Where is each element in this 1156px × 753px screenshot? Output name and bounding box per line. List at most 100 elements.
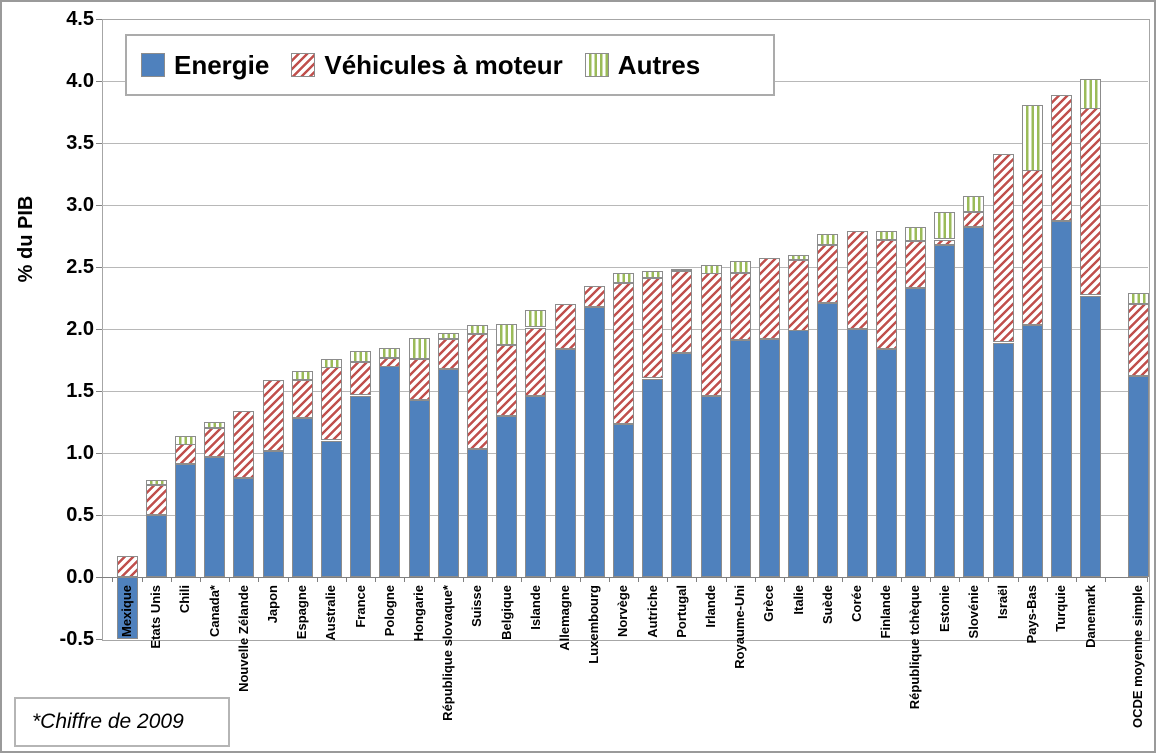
legend-label-energie: Energie bbox=[174, 49, 270, 80]
bar-segment-vehicules bbox=[905, 241, 926, 288]
bar-segment-vehicules bbox=[642, 278, 663, 378]
bar-segment-energie bbox=[1080, 296, 1101, 577]
y-tick-label: 0.0 bbox=[66, 566, 94, 588]
plot-border bbox=[102, 19, 1150, 641]
y-axis-tick bbox=[96, 515, 102, 516]
bar-segment-energie bbox=[263, 451, 284, 577]
bar-segment-energie bbox=[321, 441, 342, 577]
bar-segment-autres bbox=[1080, 79, 1101, 109]
footnote: *Chiffre de 2009 bbox=[14, 697, 230, 747]
x-axis-tick bbox=[550, 577, 551, 582]
x-category-label: Turquie bbox=[1053, 585, 1068, 632]
x-category-label: Suède bbox=[820, 585, 835, 625]
bar-segment-vehicules bbox=[759, 258, 780, 339]
bar-segment-vehicules bbox=[993, 154, 1014, 342]
x-category-label: Luxembourg bbox=[586, 585, 601, 664]
bar-segment-energie bbox=[233, 478, 254, 577]
bar-segment-autres bbox=[175, 436, 196, 445]
bar-segment-energie bbox=[876, 349, 897, 577]
gridline bbox=[102, 205, 1148, 206]
x-category-label: Espagne bbox=[294, 585, 309, 640]
bar-segment-energie bbox=[642, 379, 663, 577]
legend-item-vehicules: Véhicules à moteur bbox=[291, 50, 563, 81]
gridline bbox=[102, 143, 1148, 144]
legend: Energie Véhicules à moteur Autres bbox=[125, 34, 775, 96]
x-category-label: Islande bbox=[528, 585, 543, 630]
bar-segment-autres bbox=[701, 265, 722, 274]
bar-segment-autres bbox=[350, 351, 371, 362]
x-category-label: Autriche bbox=[645, 585, 660, 638]
y-axis-tick bbox=[96, 577, 102, 578]
bar-segment-autres bbox=[292, 371, 313, 380]
bar-segment-autres bbox=[730, 261, 751, 273]
vehicules-swatch-icon bbox=[291, 53, 316, 77]
bar-segment-vehicules bbox=[934, 240, 955, 245]
x-category-label: France bbox=[353, 585, 368, 628]
bar-segment-energie bbox=[584, 307, 605, 577]
bar-segment-energie bbox=[817, 303, 838, 577]
y-tick-label: 2.0 bbox=[66, 318, 94, 340]
bar-segment-energie bbox=[555, 349, 576, 577]
x-axis-tick bbox=[842, 577, 843, 582]
bar-segment-vehicules bbox=[1051, 95, 1072, 221]
x-category-label: Pologne bbox=[382, 585, 397, 637]
y-axis-tick bbox=[96, 453, 102, 454]
bar-segment-vehicules bbox=[496, 345, 517, 416]
bar-segment-vehicules bbox=[847, 231, 868, 329]
x-category-label: Australie bbox=[323, 585, 338, 641]
x-category-label: Corée bbox=[849, 585, 864, 622]
y-axis-tick bbox=[96, 143, 102, 144]
x-category-label: Hongarie bbox=[411, 585, 426, 642]
x-axis-tick bbox=[142, 577, 143, 582]
x-category-label: République tchèque bbox=[907, 585, 922, 710]
x-axis-tick bbox=[1047, 577, 1048, 582]
x-category-label: Portugal bbox=[674, 585, 689, 638]
x-axis-tick bbox=[258, 577, 259, 582]
bar-segment-energie bbox=[905, 288, 926, 577]
y-tick-label: 2.5 bbox=[66, 256, 94, 278]
bar-segment-energie bbox=[117, 577, 138, 639]
x-category-label: Japon bbox=[265, 585, 280, 624]
bar-segment-autres bbox=[613, 273, 634, 283]
y-tick-label: 0.5 bbox=[66, 504, 94, 526]
bar-segment-autres bbox=[642, 271, 663, 278]
bar-segment-energie bbox=[175, 464, 196, 577]
x-category-label: Pays-Bas bbox=[1024, 585, 1039, 644]
x-category-label: Slovénie bbox=[966, 585, 981, 639]
x-axis-tick bbox=[229, 577, 230, 582]
bar-segment-energie bbox=[847, 329, 868, 577]
x-axis-tick bbox=[930, 577, 931, 582]
bar-segment-autres bbox=[146, 480, 167, 485]
bar-segment-vehicules bbox=[701, 273, 722, 396]
bar-segment-vehicules bbox=[175, 444, 196, 464]
x-axis-tick bbox=[317, 577, 318, 582]
x-axis-tick bbox=[1147, 577, 1148, 582]
x-axis-tick bbox=[609, 577, 610, 582]
x-axis-tick bbox=[288, 577, 289, 582]
bar-segment-vehicules bbox=[876, 240, 897, 349]
y-axis-tick bbox=[96, 19, 102, 20]
bar-segment-vehicules bbox=[233, 411, 254, 478]
bar-segment-vehicules bbox=[525, 328, 546, 396]
x-axis-tick bbox=[346, 577, 347, 582]
y-axis-tick bbox=[96, 205, 102, 206]
y-tick-label: 3.5 bbox=[66, 132, 94, 154]
autres-swatch-icon bbox=[584, 53, 609, 77]
bar-segment-vehicules bbox=[204, 428, 225, 457]
x-category-label: Estonie bbox=[937, 585, 952, 632]
x-axis-tick bbox=[755, 577, 756, 582]
x-axis-tick bbox=[1018, 577, 1019, 582]
x-axis-tick bbox=[112, 577, 113, 582]
bar-segment-energie bbox=[1051, 221, 1072, 577]
bar-segment-vehicules bbox=[671, 271, 692, 353]
bar-segment-autres bbox=[438, 333, 459, 339]
bar-segment-autres bbox=[379, 348, 400, 358]
y-tick-label: -0.5 bbox=[59, 628, 94, 650]
bar-segment-vehicules bbox=[263, 380, 284, 451]
bar-segment-autres bbox=[1128, 293, 1149, 304]
legend-item-autres: Autres bbox=[584, 50, 700, 81]
bar-segment-autres bbox=[963, 196, 984, 212]
x-axis-tick bbox=[463, 577, 464, 582]
bar-segment-vehicules bbox=[555, 304, 576, 349]
